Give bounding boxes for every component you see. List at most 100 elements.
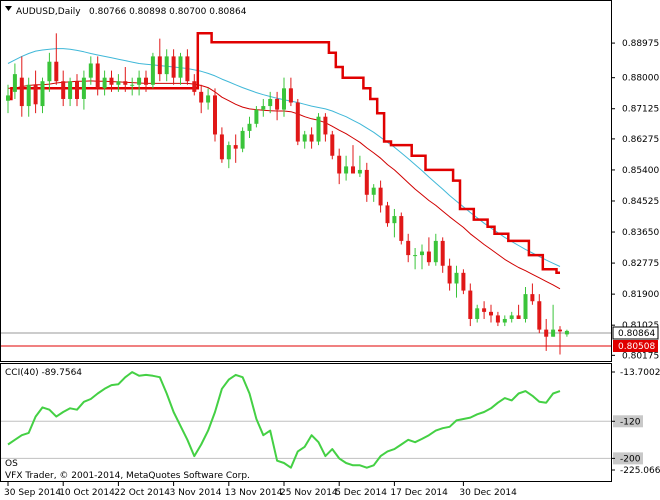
candle-body[interactable] — [385, 205, 390, 224]
cci-tick-label: -225.0669 — [620, 466, 660, 476]
candle-body[interactable] — [75, 81, 79, 99]
candle-body[interactable] — [502, 318, 507, 323]
candle-body[interactable] — [489, 311, 493, 316]
candle-body[interactable] — [247, 123, 252, 131]
candle-body[interactable] — [530, 294, 535, 302]
candle-body[interactable] — [144, 77, 148, 85]
candle-body[interactable] — [282, 88, 286, 110]
candle-body[interactable] — [219, 134, 224, 160]
candle-body[interactable] — [558, 329, 562, 332]
candle-body[interactable] — [261, 106, 266, 110]
candle-body[interactable] — [406, 240, 411, 256]
candle-body[interactable] — [102, 77, 107, 89]
candle-body[interactable] — [357, 169, 362, 174]
candle-body[interactable] — [240, 130, 245, 149]
candle-body[interactable] — [157, 56, 162, 75]
candle-body[interactable] — [516, 315, 521, 319]
candle-body[interactable] — [337, 155, 342, 174]
candle-body[interactable] — [378, 187, 383, 206]
candle-body[interactable] — [268, 98, 273, 107]
candle-body[interactable] — [61, 81, 66, 99]
candle-body[interactable] — [199, 91, 204, 103]
candle-body[interactable] — [19, 77, 24, 107]
price-tick-label: 0.83650 — [622, 228, 659, 238]
candle-body[interactable] — [275, 98, 280, 110]
candle-body[interactable] — [95, 63, 100, 89]
candle-body[interactable] — [130, 84, 135, 86]
candle-body[interactable] — [123, 81, 128, 85]
ohlc-values: 0.80766 0.80898 0.80700 0.80864 — [89, 7, 247, 17]
candle-body[interactable] — [523, 294, 528, 319]
time-tick-label: 22 Oct 2014 — [114, 488, 170, 498]
candle-body[interactable] — [185, 56, 190, 82]
candle-body[interactable] — [482, 308, 487, 312]
candle-body[interactable] — [309, 134, 314, 142]
candle-body[interactable] — [171, 56, 176, 78]
main-chart-frame[interactable] — [0, 0, 612, 362]
cci-tick-label: -13.7002 — [620, 368, 660, 378]
candle-body[interactable] — [461, 272, 466, 291]
candle-body[interactable] — [330, 134, 335, 156]
candle-body[interactable] — [150, 56, 155, 85]
candle-body[interactable] — [399, 216, 404, 241]
candle-body[interactable] — [213, 95, 217, 135]
os-label: OS — [5, 459, 18, 469]
candle-body[interactable] — [344, 166, 349, 174]
candle-body[interactable] — [364, 169, 369, 195]
trailing-stop-line[interactable] — [8, 32, 560, 275]
candle-body[interactable] — [475, 308, 480, 319]
cci-tick-label: -120 — [620, 417, 641, 427]
candle-body[interactable] — [433, 240, 438, 263]
candle-body[interactable] — [40, 81, 45, 107]
candle-body[interactable] — [109, 77, 114, 85]
candle-body[interactable] — [420, 251, 424, 256]
candle-body[interactable] — [12, 74, 17, 92]
candle-body[interactable] — [288, 88, 293, 103]
price-tick-label: 0.82775 — [622, 259, 659, 269]
candle-body[interactable] — [371, 187, 376, 195]
price-tick-label: 0.87125 — [622, 105, 659, 115]
candle-body[interactable] — [68, 81, 73, 99]
current-price-label: 0.80864 — [618, 329, 655, 339]
candle-body[interactable] — [6, 95, 10, 101]
cci-line[interactable] — [7, 371, 561, 469]
candle-body[interactable] — [33, 84, 38, 105]
candle-body[interactable] — [295, 102, 300, 142]
candle-body[interactable] — [26, 84, 31, 107]
candle-body[interactable] — [88, 63, 93, 78]
candle-body[interactable] — [413, 255, 418, 257]
indicator-frame[interactable] — [0, 363, 612, 482]
candle-body[interactable] — [192, 81, 197, 92]
candle-body[interactable] — [206, 95, 211, 103]
candle-body[interactable] — [447, 265, 452, 284]
candle-body[interactable] — [226, 145, 231, 160]
candle-body[interactable] — [254, 109, 259, 124]
candle-body[interactable] — [440, 240, 445, 266]
candle-body[interactable] — [233, 145, 238, 149]
candle-body[interactable] — [47, 61, 52, 82]
cci-tick-label: -200 — [620, 454, 641, 464]
candle-body[interactable] — [544, 329, 549, 337]
candle-body[interactable] — [54, 61, 59, 82]
candle-body[interactable] — [495, 315, 500, 323]
time-tick-label: 13 Nov 2014 — [225, 488, 283, 498]
candle-body[interactable] — [137, 77, 142, 85]
candle-body[interactable] — [454, 272, 459, 284]
candle-body[interactable] — [164, 56, 169, 75]
candle-body[interactable] — [323, 116, 328, 135]
cci-title: CCI(40) -89.7564 — [5, 368, 82, 378]
candle-body[interactable] — [302, 134, 307, 142]
candle-body[interactable] — [316, 116, 321, 142]
candle-body[interactable] — [392, 216, 397, 224]
price-tick-label: 0.84525 — [622, 197, 659, 207]
candle-body[interactable] — [468, 290, 473, 319]
candle-body[interactable] — [116, 81, 121, 85]
candle-body[interactable] — [426, 251, 431, 263]
candle-body[interactable] — [551, 329, 556, 337]
candle-body[interactable] — [81, 77, 86, 99]
candle-body[interactable] — [351, 166, 355, 174]
candle-body[interactable] — [178, 56, 183, 78]
candle-body[interactable] — [564, 330, 569, 335]
candle-body[interactable] — [509, 315, 514, 319]
candle-body[interactable] — [537, 301, 542, 330]
